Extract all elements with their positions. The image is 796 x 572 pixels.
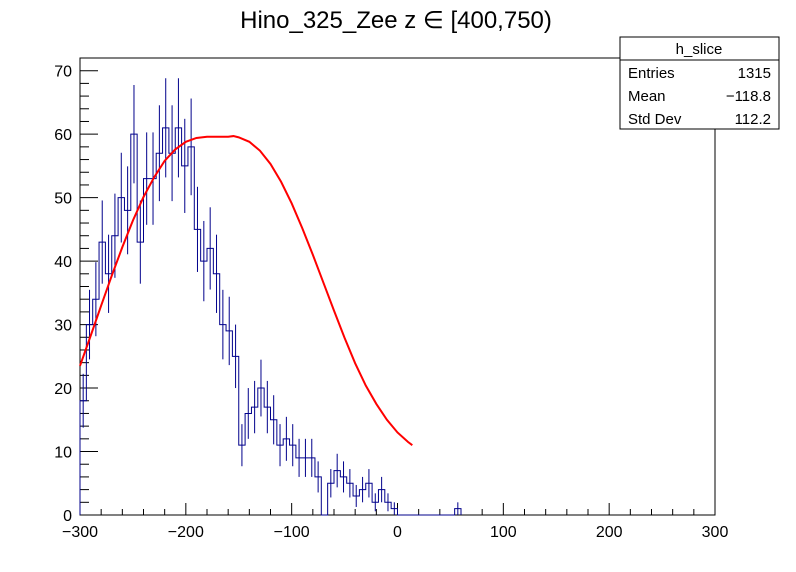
- error-bars: [82, 78, 459, 515]
- y-tick-label: 10: [54, 445, 72, 462]
- x-tick-label: 0: [393, 524, 402, 541]
- stats-mean-value: −118.8: [726, 88, 771, 105]
- y-tick-label: 50: [54, 191, 72, 208]
- x-tick-label: −100: [274, 524, 310, 541]
- stats-entries-value: 1315: [738, 65, 771, 82]
- stats-box-frame: [619, 36, 780, 130]
- y-tick-label: 40: [54, 254, 72, 271]
- x-tick-label: −300: [62, 524, 98, 541]
- stats-stddev-label: Std Dev: [628, 111, 682, 128]
- stats-box: h_slice Entries 1315 Mean −118.8 Std Dev…: [619, 36, 780, 130]
- stats-mean-label: Mean: [628, 88, 666, 105]
- stats-stddev-value: 112.2: [735, 111, 771, 128]
- x-tick-label: 300: [702, 524, 729, 541]
- y-tick-label: 60: [54, 127, 72, 144]
- x-tick-label: −200: [168, 524, 204, 541]
- stats-entries-label: Entries: [628, 65, 675, 82]
- x-axis: −300 −200 −100 0 100 200 300: [62, 503, 728, 541]
- y-tick-label: 20: [54, 381, 72, 398]
- x-tick-label: 100: [490, 524, 517, 541]
- chart-title: Hino_325_Zee z ∈ [400,750): [240, 7, 552, 34]
- histogram-series: [79, 127, 462, 516]
- y-axis: 0 10 20 30 40 50 60 70: [54, 57, 98, 525]
- x-tick-label: 200: [596, 524, 623, 541]
- y-tick-label: 70: [54, 64, 72, 81]
- y-tick-label: 0: [63, 508, 72, 525]
- fit-curve: [79, 135, 413, 446]
- y-tick-label: 30: [54, 318, 72, 335]
- stats-box-title: h_slice: [676, 41, 723, 58]
